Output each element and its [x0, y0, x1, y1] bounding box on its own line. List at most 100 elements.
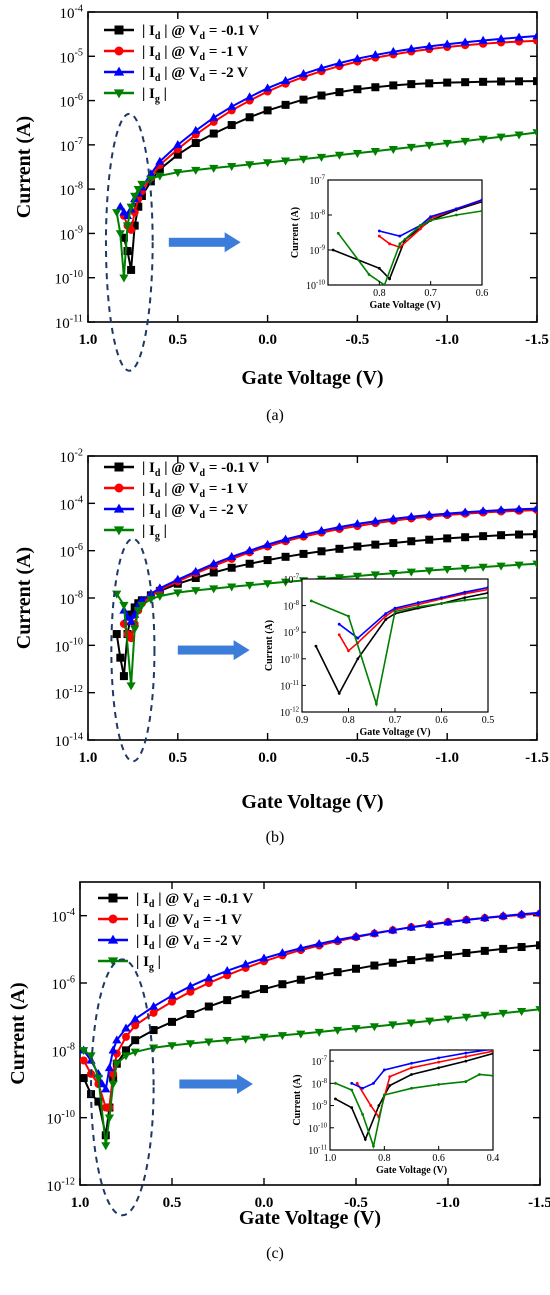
data-point-d2: [130, 1014, 140, 1023]
data-point-d2: [334, 58, 345, 67]
data-point-g: [532, 560, 537, 569]
data-point-d2: [121, 1023, 131, 1032]
legend-marker: [114, 483, 124, 493]
inset-data-point-d01: [384, 618, 388, 621]
y-tick-label: 10-12: [54, 684, 83, 703]
x-axis-label: Gate Voltage (V): [241, 367, 383, 389]
data-point-g: [119, 601, 129, 610]
inset-data-point-d2: [440, 596, 443, 599]
data-point-g: [227, 583, 237, 592]
inset-data-point-g: [480, 209, 482, 213]
data-point-d01: [499, 944, 508, 953]
inset-x-tick-label: 0.9: [296, 715, 309, 726]
y-tick-label: 10-4: [60, 495, 84, 514]
data-point-g: [388, 1021, 398, 1030]
data-point-d2: [222, 966, 232, 975]
y-tick-label: 10-2: [60, 447, 84, 466]
data-point-d1: [168, 997, 176, 1006]
data-point-d2: [316, 63, 327, 72]
data-point-d2: [514, 32, 524, 41]
data-point-g: [478, 135, 488, 144]
inset-data-point-g: [410, 1086, 413, 1090]
data-point-d2: [535, 907, 540, 916]
data-point-d01: [204, 1002, 213, 1011]
legend-entry-d01: | Id | @ Vd = -0.1 V: [104, 460, 259, 479]
inset-x-tick-label: 0.6: [476, 288, 489, 299]
x-tick-label: -1.5: [525, 332, 549, 348]
data-point-d2: [517, 909, 527, 918]
data-point-d01: [317, 91, 326, 100]
data-point-d01: [241, 990, 250, 999]
legend-entry-g: | Ig |: [98, 954, 161, 973]
data-point-d2: [388, 925, 398, 934]
data-point-d01: [80, 1074, 88, 1083]
data-point-d01: [479, 532, 488, 541]
data-point-d2: [442, 39, 452, 48]
x-tick-label: 0.5: [168, 750, 187, 766]
y-tick-label: 10-14: [54, 731, 83, 750]
inset-x-tick-label: 0.6: [435, 715, 448, 726]
legend-marker: [108, 893, 118, 903]
data-point-d01: [173, 150, 182, 159]
data-point-g: [334, 574, 345, 583]
data-point-d1: [127, 225, 136, 234]
data-point-g: [352, 572, 362, 581]
data-point-d2: [460, 507, 470, 516]
data-point-d01: [353, 542, 362, 551]
inset-data-point-g: [309, 599, 313, 603]
data-point-d2: [126, 616, 136, 625]
inset-y-tick-label: 10-8: [283, 600, 299, 613]
data-point-d01: [122, 1046, 130, 1055]
data-point-d2: [277, 948, 287, 957]
data-point-g: [406, 143, 416, 152]
inset-data-point-d2: [463, 590, 467, 594]
data-point-g: [280, 157, 291, 166]
inset-data-point-g: [398, 242, 402, 246]
data-point-d01: [407, 956, 416, 965]
inset-data-point-g: [429, 219, 433, 222]
inset-y-tick-label: 10-11: [280, 680, 299, 693]
inset-data-point-d1: [384, 614, 388, 618]
chart-panel-3: 1.0 0.5 0.0 -0.5 -1.0 -1.5 10-12 10-10 10-8 10-6 1…: [7, 881, 550, 1262]
data-point-d2: [406, 511, 416, 520]
data-point-d01: [281, 100, 290, 109]
data-point-d2: [370, 516, 380, 525]
inset-data-point-g: [491, 1074, 493, 1078]
data-point-g: [333, 1026, 343, 1035]
data-point-g: [173, 169, 183, 178]
inset-data-point-g: [334, 1081, 337, 1085]
inset-data-point-d01: [377, 1104, 381, 1107]
inset-data-point-g: [437, 1082, 441, 1086]
data-point-g: [241, 1035, 251, 1044]
data-point-d01: [186, 1010, 195, 1019]
data-point-d2: [406, 44, 416, 53]
data-point-g: [351, 1025, 361, 1034]
legend-entry-d2: | Id | @ Vd = -2 V: [104, 65, 248, 84]
data-point-d2: [298, 529, 309, 538]
chart-panel-2: 1.0 0.5 0.0 -0.5 -1.0 -1.5 10-14 10-12 10-10 10-8…: [13, 447, 549, 846]
data-point-g: [185, 1040, 195, 1049]
x-tick-label: 0.0: [258, 750, 277, 766]
data-point-g: [86, 1052, 96, 1061]
data-point-d2: [209, 558, 219, 567]
x-tick-label: 0.0: [258, 332, 277, 348]
data-point-d2: [478, 506, 488, 515]
data-point-d2: [241, 959, 251, 968]
legend-marker: [113, 66, 125, 76]
data-point-g: [222, 1036, 232, 1045]
inset-data-point-d01: [314, 644, 318, 648]
data-point-d2: [263, 83, 273, 92]
data-point-g: [370, 571, 380, 580]
inset-data-point-d2: [429, 215, 433, 219]
data-point-d2: [137, 595, 147, 604]
data-point-g: [425, 1017, 435, 1026]
inset-chart: 0.9 0.8 0.7 0.6 0.5 10-12 10-11 10-10 10-9 10-8 10…: [264, 574, 494, 739]
inset-y-tick-label: 10-10: [306, 280, 326, 293]
plot-area: [112, 31, 537, 283]
inset-plot-area: [309, 586, 488, 708]
data-point-d2: [388, 514, 398, 523]
y-tick-label: 10-4: [52, 907, 76, 926]
data-point-g: [93, 1074, 103, 1083]
data-point-d2: [496, 34, 506, 43]
y-tick-label: 10-6: [60, 92, 84, 111]
